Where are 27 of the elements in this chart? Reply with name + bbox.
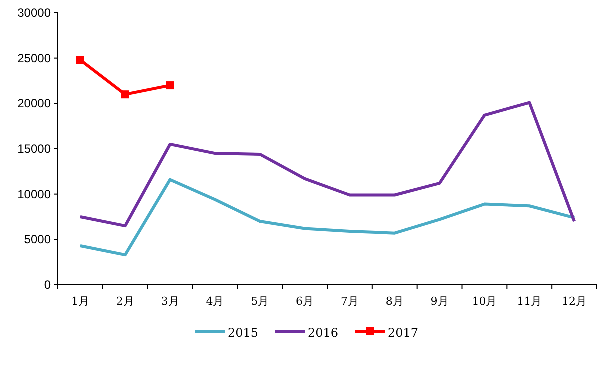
x-tick-label: 2月: [116, 295, 134, 308]
x-tick-label: 1月: [71, 295, 90, 308]
y-tick-label: 30000: [18, 6, 52, 20]
point: [121, 90, 130, 99]
point: [166, 82, 174, 90]
x-tick-label: 6月: [296, 295, 314, 308]
point: [76, 56, 84, 64]
legend-label: 2015: [228, 326, 259, 340]
line-series: [78, 178, 576, 257]
x-tick-label: 5月: [251, 295, 270, 308]
y-tick-label: 25000: [18, 51, 52, 66]
x-tick-label: 10月: [472, 295, 498, 308]
y-tick-label: 15000: [18, 142, 52, 156]
y-tick-label: 5000: [24, 232, 52, 247]
x-tick-label: 11月: [517, 295, 542, 308]
legend-label: 2016: [308, 326, 339, 340]
legend-label: 2017: [388, 326, 419, 340]
x-tick-label: 4月: [206, 295, 224, 308]
x-tick-label: 12月: [562, 295, 588, 308]
y-tick-label: 10000: [18, 187, 52, 202]
x-tick-label: 8月: [386, 295, 404, 308]
x-tick-label: 9月: [430, 295, 449, 308]
x-tick-label: 3月: [161, 295, 180, 308]
y-tick-label: 20000: [18, 96, 52, 111]
x-tick-label: 7月: [340, 295, 359, 308]
y-tick-label: 0: [44, 278, 52, 292]
line-series: [78, 101, 576, 228]
